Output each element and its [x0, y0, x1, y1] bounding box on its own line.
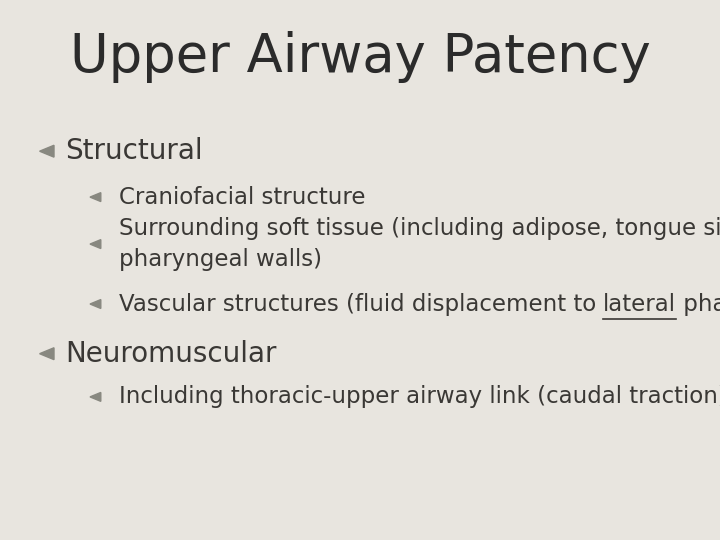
Text: Including thoracic-upper airway link (caudal traction): Including thoracic-upper airway link (ca…	[119, 386, 720, 408]
Text: lateral: lateral	[603, 293, 676, 315]
Polygon shape	[40, 348, 54, 360]
Polygon shape	[90, 300, 101, 308]
Text: Surrounding soft tissue (including adipose, tongue size, lateral
pharyngeal wall: Surrounding soft tissue (including adipo…	[119, 217, 720, 271]
Text: Structural: Structural	[65, 137, 202, 165]
Polygon shape	[40, 145, 54, 157]
Polygon shape	[90, 393, 101, 401]
Text: Vascular structures (fluid displacement to: Vascular structures (fluid displacement …	[119, 293, 603, 315]
Polygon shape	[90, 193, 101, 201]
Text: Neuromuscular: Neuromuscular	[65, 340, 276, 368]
Text: Craniofacial structure: Craniofacial structure	[119, 186, 365, 208]
Text: Upper Airway Patency: Upper Airway Patency	[70, 31, 650, 83]
Polygon shape	[90, 240, 101, 248]
Text: pharyngeal walls): pharyngeal walls)	[676, 293, 720, 315]
